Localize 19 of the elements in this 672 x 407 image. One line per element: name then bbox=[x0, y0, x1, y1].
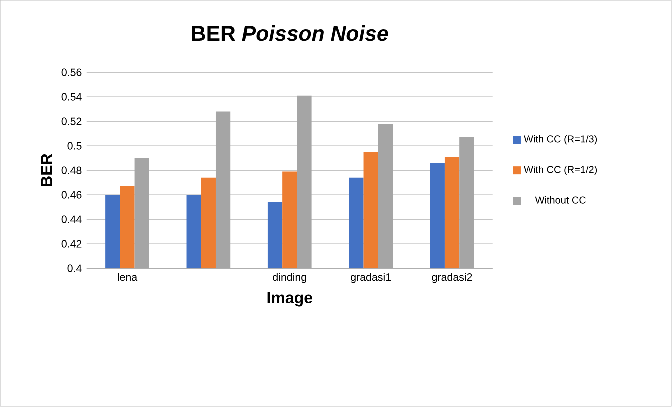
y-tick-label: 0.42 bbox=[62, 240, 82, 248]
y-tick-label: 0.52 bbox=[62, 118, 82, 126]
y-tick-label: 0.46 bbox=[62, 191, 82, 199]
y-tick-label: 0.44 bbox=[62, 216, 82, 224]
y-tick-label: 0.4 bbox=[68, 264, 82, 272]
y-tick-label: 0.5 bbox=[68, 142, 82, 150]
y-tick-label: 0.56 bbox=[62, 68, 82, 76]
x-tick-label: lena bbox=[118, 273, 138, 282]
y-axis-title: BER bbox=[41, 154, 52, 186]
legend-label: With CC (R=1/3) bbox=[524, 135, 598, 145]
chart-title: BER Poisson Noise bbox=[192, 26, 388, 42]
x-tick-label: gradasi1 bbox=[351, 273, 392, 284]
y-tick-label: 0.48 bbox=[62, 166, 82, 174]
legend-label: Without CC bbox=[535, 196, 586, 204]
legend-label: With CC (R=1/2) bbox=[524, 166, 598, 176]
x-tick-label: gradasi2 bbox=[432, 273, 472, 284]
x-tick-label: dinding bbox=[273, 273, 306, 284]
x-axis-title: Image bbox=[268, 292, 312, 307]
y-tick-label: 0.54 bbox=[62, 93, 82, 101]
